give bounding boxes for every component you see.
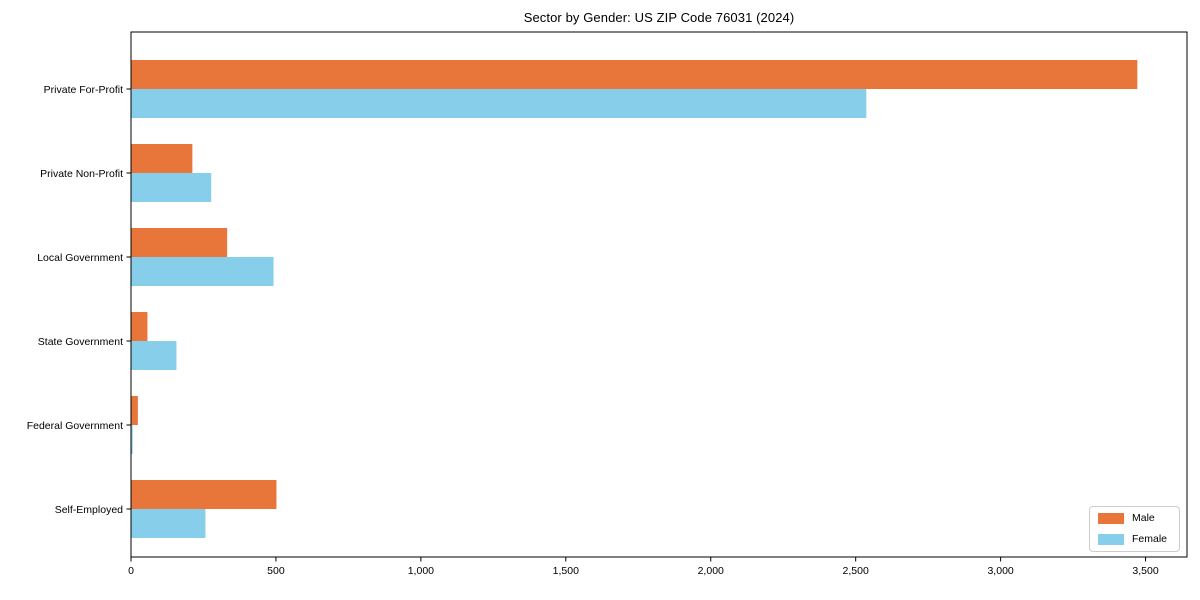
y-tick-label-private-non-profit: Private Non-Profit [40, 168, 123, 180]
x-tick-label-500: 500 [267, 565, 285, 577]
y-tick-label-federal-government: Federal Government [27, 420, 123, 432]
bar-male-local-government [131, 228, 228, 257]
legend-label-female: Female [1132, 533, 1168, 546]
legend-swatch-female [1098, 534, 1124, 545]
legend: Male Female [1089, 506, 1180, 552]
legend-swatch-male [1098, 513, 1124, 524]
bar-female-self-employed [131, 509, 206, 538]
bar-female-federal-government [131, 425, 133, 454]
chart-title: Sector by Gender: US ZIP Code 76031 (202… [523, 10, 795, 25]
bar-male-self-employed [131, 480, 277, 509]
plot-border [130, 31, 1188, 558]
bar-female-state-government [131, 341, 177, 370]
y-tick-label-self-employed: Self-Employed [55, 504, 123, 516]
bar-female-private-non-profit [131, 173, 212, 202]
legend-entry-male: Male [1098, 513, 1171, 524]
x-tick-label-3-000: 3,000 [987, 565, 1013, 577]
x-tick-label-1-000: 1,000 [408, 565, 434, 577]
bar-male-private-non-profit [131, 144, 193, 173]
bar-male-federal-government [131, 396, 138, 425]
bar-female-local-government [131, 257, 274, 286]
x-tick-label-1-500: 1,500 [553, 565, 579, 577]
legend-label-male: Male [1132, 512, 1155, 525]
bar-male-state-government [131, 312, 148, 341]
bar-male-private-for-profit [131, 60, 1138, 89]
y-tick-label-private-for-profit: Private For-Profit [44, 84, 123, 96]
y-tick-label-state-government: State Government [38, 336, 123, 348]
y-tick-label-local-government: Local Government [37, 252, 123, 264]
x-tick-label-2-000: 2,000 [698, 565, 724, 577]
x-tick-label-3-500: 3,500 [1132, 565, 1158, 577]
x-tick-label-0: 0 [128, 565, 134, 577]
x-tick-label-2-500: 2,500 [843, 565, 869, 577]
bar-female-private-for-profit [131, 89, 867, 118]
legend-entry-female: Female [1098, 534, 1171, 545]
